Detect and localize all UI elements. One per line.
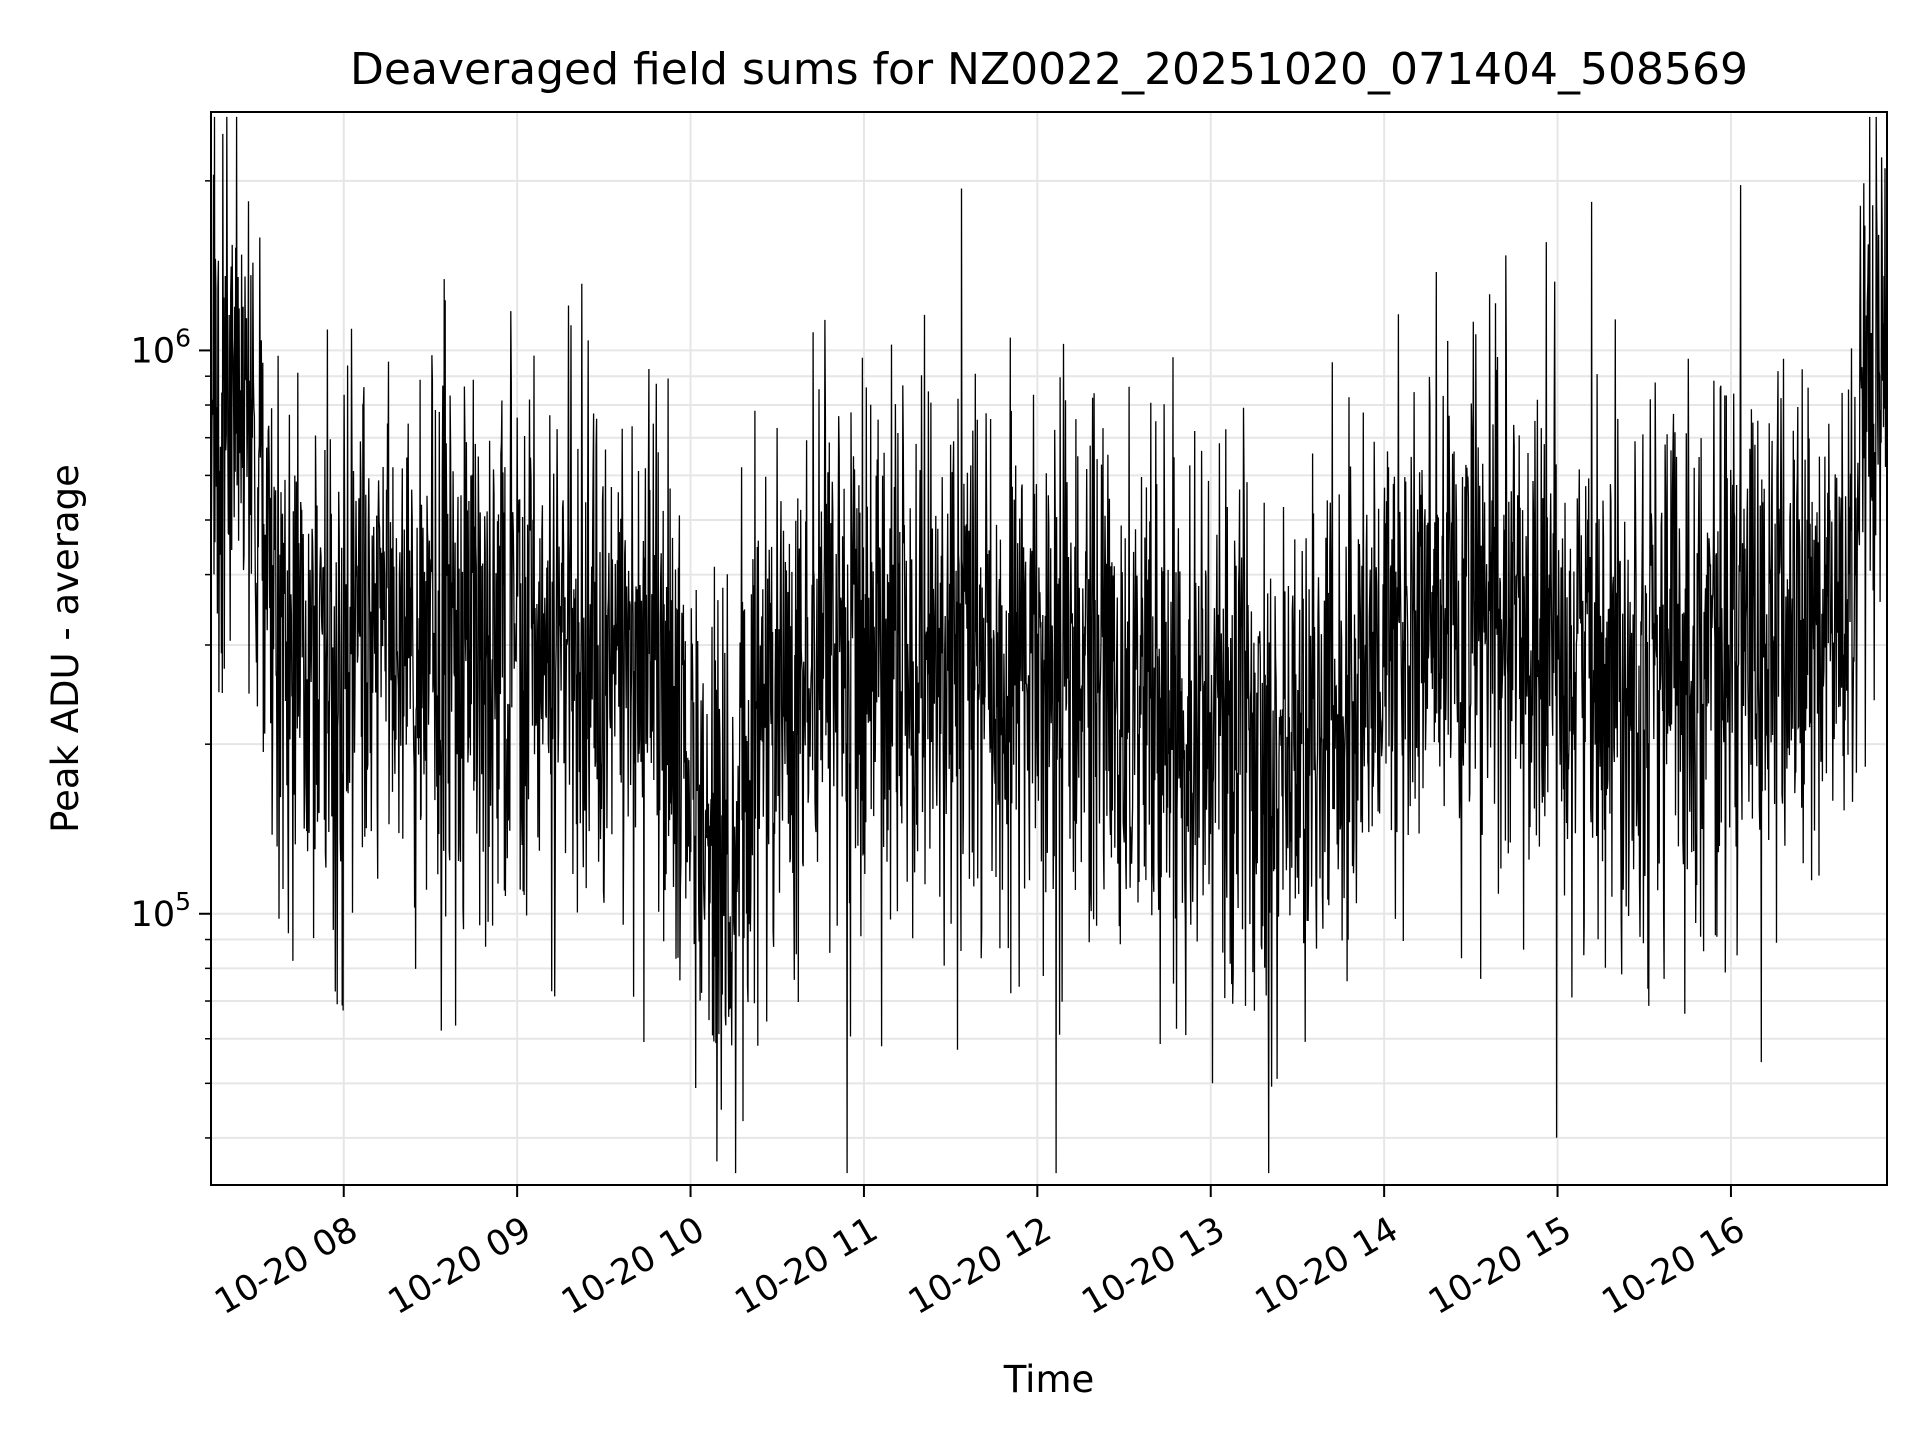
chart-title: Deaveraged field sums for NZ0022_2025102… xyxy=(350,44,1748,95)
y-axis-label: Peak ADU - average xyxy=(44,464,87,833)
y-tick-label: 106 xyxy=(131,323,191,371)
data-series-layer xyxy=(211,116,1887,1174)
y-tick-label: 105 xyxy=(131,887,191,935)
grid xyxy=(211,112,1887,1185)
series-line xyxy=(211,116,1887,1174)
axes-frame xyxy=(210,111,1888,1186)
x-axis-label: Time xyxy=(1003,1358,1095,1401)
